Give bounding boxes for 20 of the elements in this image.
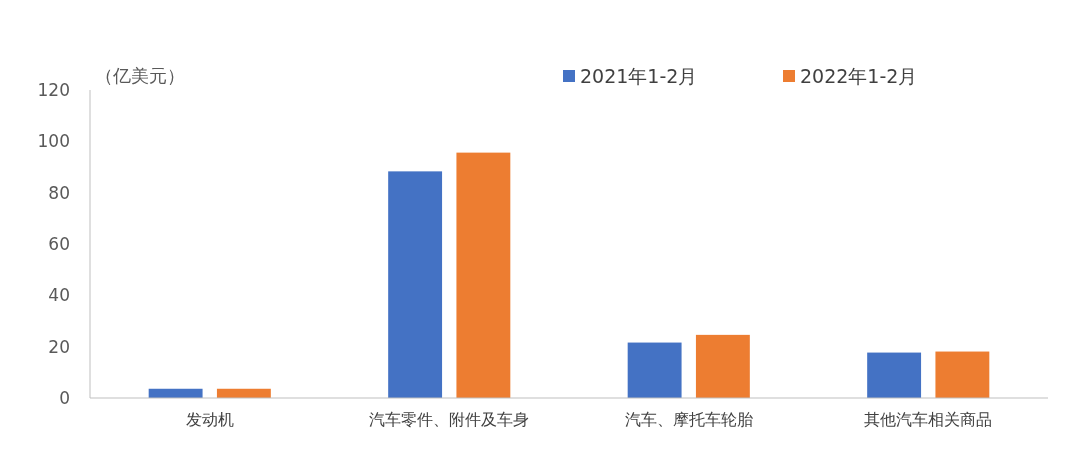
bar bbox=[695, 334, 750, 398]
y-tick-label: 120 bbox=[37, 79, 70, 100]
y-tick-label: 0 bbox=[59, 387, 70, 408]
bar bbox=[456, 152, 511, 398]
x-tick-label: 汽车零件、附件及车身 bbox=[369, 410, 530, 429]
bar bbox=[627, 342, 682, 398]
y-tick-label: 100 bbox=[37, 131, 70, 152]
x-tick-label: 发动机 bbox=[185, 410, 234, 429]
y-tick-label: 20 bbox=[48, 336, 70, 357]
y-tick-label: 60 bbox=[48, 233, 70, 254]
legend-label: 2021年1-2月 bbox=[580, 64, 698, 87]
y-tick-label: 80 bbox=[48, 182, 70, 203]
y-tick-label: 40 bbox=[48, 285, 70, 306]
x-tick-label: 其他汽车相关商品 bbox=[864, 410, 993, 429]
x-tick-label: 汽车、摩托车轮胎 bbox=[624, 410, 753, 429]
bar bbox=[935, 351, 990, 398]
bar bbox=[867, 352, 922, 398]
y-axis-title: （亿美元） bbox=[95, 65, 185, 87]
bar bbox=[388, 171, 443, 398]
legend-label: 2022年1-2月 bbox=[800, 64, 918, 87]
